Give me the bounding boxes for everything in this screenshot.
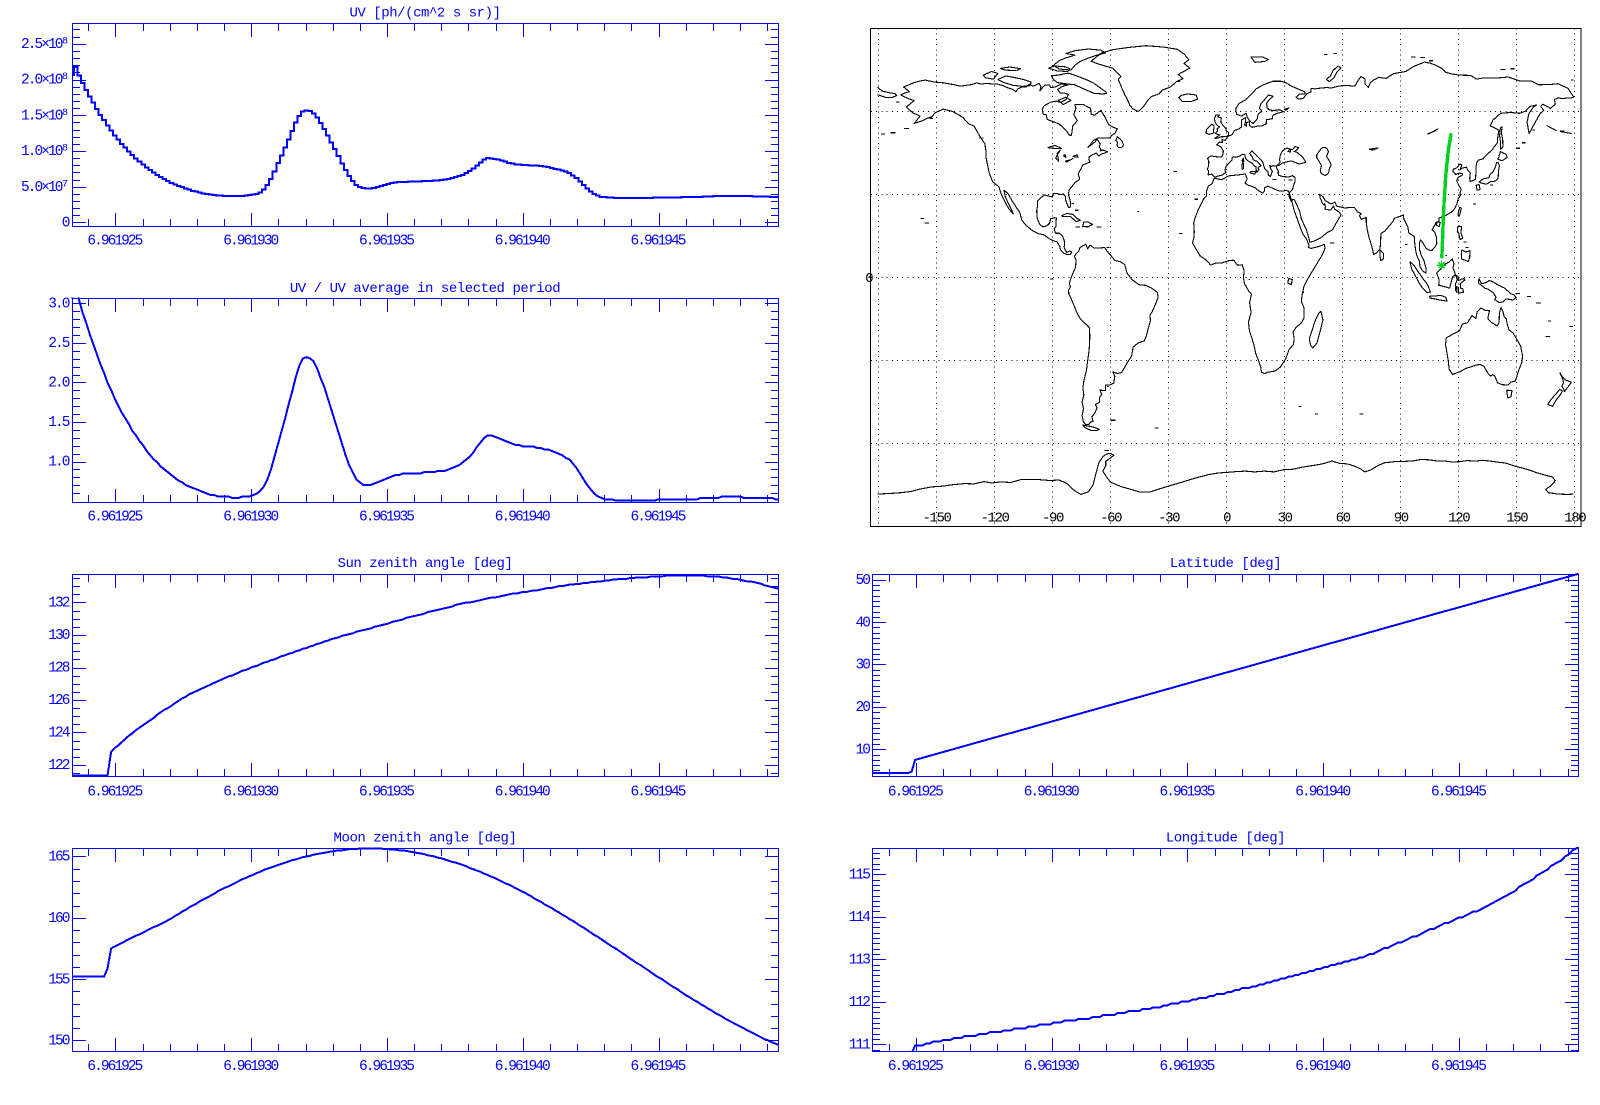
svg-text:115: 115 bbox=[849, 868, 871, 884]
svg-text:2.5×10: 2.5×10 bbox=[21, 37, 63, 53]
svg-text:126: 126 bbox=[48, 693, 70, 709]
svg-text:165: 165 bbox=[48, 850, 70, 866]
svg-text:6.961930: 6.961930 bbox=[223, 234, 278, 250]
svg-text:6.961945: 6.961945 bbox=[630, 785, 685, 801]
svg-text:6.961930: 6.961930 bbox=[223, 1059, 278, 1075]
svg-text:-120: -120 bbox=[980, 511, 1009, 527]
svg-text:6.961935: 6.961935 bbox=[359, 234, 414, 250]
svg-text:2.0: 2.0 bbox=[48, 376, 70, 392]
svg-text:8: 8 bbox=[62, 144, 68, 155]
svg-text:Sun zenith angle [deg]: Sun zenith angle [deg] bbox=[338, 556, 513, 572]
svg-text:160: 160 bbox=[48, 911, 70, 927]
svg-text:8: 8 bbox=[62, 37, 68, 48]
svg-text:6.961925: 6.961925 bbox=[87, 1059, 142, 1075]
svg-text:6.961940: 6.961940 bbox=[495, 1059, 550, 1075]
svg-text:6.961930: 6.961930 bbox=[223, 785, 278, 801]
svg-text:20: 20 bbox=[855, 700, 870, 716]
svg-text:111: 111 bbox=[849, 1038, 871, 1054]
svg-text:1.0×10: 1.0×10 bbox=[21, 144, 63, 160]
svg-text:6.961930: 6.961930 bbox=[1024, 1059, 1079, 1075]
svg-text:0: 0 bbox=[62, 216, 70, 232]
svg-text:-90: -90 bbox=[1042, 511, 1064, 527]
svg-text:6.961940: 6.961940 bbox=[495, 510, 550, 526]
svg-text:-30: -30 bbox=[1158, 511, 1180, 527]
svg-text:3.0: 3.0 bbox=[48, 297, 70, 313]
svg-text:122: 122 bbox=[48, 758, 70, 774]
svg-text:90: 90 bbox=[1394, 511, 1409, 527]
svg-text:5.0×10: 5.0×10 bbox=[21, 180, 63, 196]
svg-text:6.961945: 6.961945 bbox=[630, 234, 685, 250]
svg-text:6.961930: 6.961930 bbox=[1024, 785, 1079, 801]
svg-text:Longitude [deg]: Longitude [deg] bbox=[1166, 831, 1285, 847]
svg-text:7: 7 bbox=[62, 179, 68, 190]
svg-text:0: 0 bbox=[865, 271, 873, 287]
svg-text:1.0: 1.0 bbox=[48, 455, 70, 471]
svg-text:6.961925: 6.961925 bbox=[87, 785, 142, 801]
svg-text:10: 10 bbox=[855, 743, 870, 759]
svg-text:180: 180 bbox=[1564, 511, 1586, 527]
svg-text:30: 30 bbox=[1278, 511, 1293, 527]
svg-text:6.961930: 6.961930 bbox=[223, 510, 278, 526]
svg-text:Latitude [deg]: Latitude [deg] bbox=[1170, 556, 1281, 572]
svg-text:30: 30 bbox=[855, 658, 870, 674]
svg-text:6.961940: 6.961940 bbox=[1295, 1059, 1350, 1075]
svg-text:2.5: 2.5 bbox=[48, 336, 70, 352]
svg-text:6.961925: 6.961925 bbox=[87, 510, 142, 526]
svg-text:6.961935: 6.961935 bbox=[1159, 785, 1214, 801]
svg-text:8: 8 bbox=[62, 72, 68, 83]
svg-text:124: 124 bbox=[48, 726, 70, 742]
svg-text:40: 40 bbox=[855, 615, 870, 631]
svg-text:155: 155 bbox=[48, 972, 70, 988]
svg-text:50: 50 bbox=[855, 573, 870, 589]
svg-text:112: 112 bbox=[849, 995, 871, 1011]
svg-text:150: 150 bbox=[48, 1034, 70, 1050]
svg-text:6.961945: 6.961945 bbox=[630, 1059, 685, 1075]
svg-text:-60: -60 bbox=[1100, 511, 1122, 527]
svg-text:6.961935: 6.961935 bbox=[1159, 1059, 1214, 1075]
svg-text:-150: -150 bbox=[922, 511, 951, 527]
svg-text:1.5: 1.5 bbox=[48, 415, 70, 431]
svg-text:1.5×10: 1.5×10 bbox=[21, 109, 63, 125]
svg-text:6.961940: 6.961940 bbox=[1295, 785, 1350, 801]
svg-text:6.961945: 6.961945 bbox=[1431, 1059, 1486, 1075]
svg-text:113: 113 bbox=[849, 953, 871, 969]
svg-text:132: 132 bbox=[48, 596, 70, 612]
svg-text:6.961940: 6.961940 bbox=[495, 785, 550, 801]
svg-text:150: 150 bbox=[1506, 511, 1528, 527]
svg-text:6.961945: 6.961945 bbox=[630, 510, 685, 526]
svg-text:6.961925: 6.961925 bbox=[888, 785, 943, 801]
svg-text:UV / UV average in selected pe: UV / UV average in selected period bbox=[290, 281, 560, 297]
svg-text:130: 130 bbox=[48, 628, 70, 644]
svg-text:60: 60 bbox=[1336, 511, 1351, 527]
svg-text:6.961935: 6.961935 bbox=[359, 1059, 414, 1075]
svg-text:2.0×10: 2.0×10 bbox=[21, 73, 63, 89]
svg-text:120: 120 bbox=[1448, 511, 1470, 527]
svg-text:Moon zenith angle [deg]: Moon zenith angle [deg] bbox=[334, 831, 517, 847]
svg-text:6.961935: 6.961935 bbox=[359, 510, 414, 526]
svg-text:6.961925: 6.961925 bbox=[888, 1059, 943, 1075]
svg-text:0: 0 bbox=[1223, 511, 1231, 527]
svg-text:114: 114 bbox=[849, 910, 871, 926]
svg-text:UV [ph/(cm^2 s sr)]: UV [ph/(cm^2 s sr)] bbox=[349, 6, 500, 22]
svg-text:128: 128 bbox=[48, 661, 70, 677]
svg-text:6.961940: 6.961940 bbox=[495, 234, 550, 250]
svg-text:6.961945: 6.961945 bbox=[1431, 785, 1486, 801]
svg-text:8: 8 bbox=[62, 108, 68, 119]
svg-text:6.961925: 6.961925 bbox=[87, 234, 142, 250]
svg-text:6.961935: 6.961935 bbox=[359, 785, 414, 801]
